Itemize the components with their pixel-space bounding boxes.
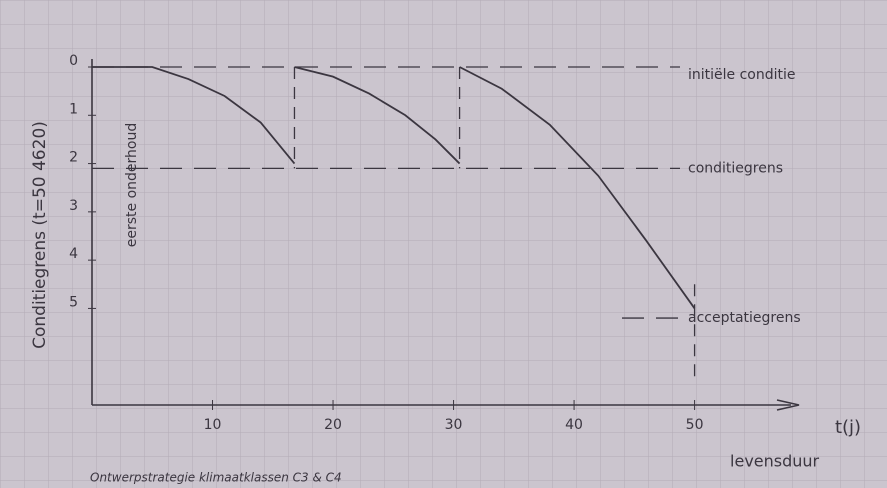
y-tick-label: 4 — [69, 246, 78, 262]
x-tick-label: 20 — [324, 417, 342, 433]
reference-label: initiële conditie — [688, 67, 796, 83]
x-axis-label: t(j) — [835, 417, 861, 438]
y-tick-label: 5 — [69, 294, 78, 310]
reference-label: conditiegrens — [688, 160, 783, 176]
annotation: eerste onderhoud — [124, 123, 140, 247]
x-tick-label: 10 — [204, 417, 222, 433]
caption: Ontwerpstrategie klimaatklassen C3 & C4 — [90, 471, 342, 485]
data-line — [294, 66, 461, 165]
x-tick-label: 50 — [686, 417, 704, 433]
y-tick-label: 1 — [69, 101, 78, 117]
reference-label: acceptatiegrens — [688, 310, 801, 326]
x-axis-arrow — [776, 399, 800, 411]
y-tick-label: 3 — [69, 198, 78, 214]
reference-label: levensduur — [730, 452, 820, 471]
data-line — [459, 66, 696, 309]
x-tick-label: 30 — [445, 417, 463, 433]
y-tick-label: 0 — [69, 53, 78, 69]
y-tick-label: 2 — [69, 150, 78, 166]
x-tick-label: 40 — [565, 417, 583, 433]
data-line — [92, 66, 296, 165]
y-axis-label: Conditiegrens (t=50 4620) — [30, 121, 50, 349]
